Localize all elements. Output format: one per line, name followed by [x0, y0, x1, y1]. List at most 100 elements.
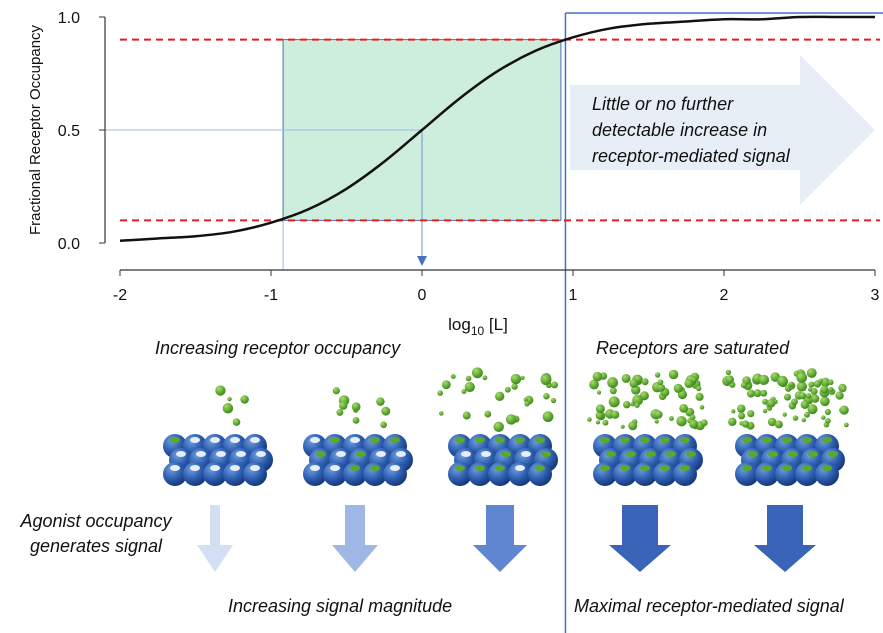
ligand — [596, 420, 600, 424]
ligand — [701, 419, 708, 426]
ligand — [551, 381, 558, 388]
receptor-site — [646, 451, 656, 457]
receptor-site — [666, 451, 676, 457]
x-label-sub: 10 — [471, 324, 485, 338]
receptor-site — [310, 465, 320, 471]
ligand — [451, 374, 456, 379]
receptor-site — [742, 465, 752, 471]
receptor-site — [475, 437, 485, 443]
ligand — [763, 409, 768, 414]
receptor-site — [535, 437, 545, 443]
ligand — [791, 398, 798, 405]
ligand — [233, 418, 241, 426]
caption: Increasing signal magnitude — [228, 596, 452, 616]
x-tick-label: 0 — [418, 287, 427, 304]
receptor-site — [822, 465, 832, 471]
signal-arrow — [332, 505, 378, 572]
ligand — [541, 374, 552, 385]
ligand — [657, 384, 665, 392]
signal-arrow — [754, 505, 816, 572]
ligand — [437, 390, 443, 396]
receptor-site — [170, 437, 180, 443]
ligand — [463, 412, 471, 420]
receptor-site — [495, 465, 505, 471]
receptor-site — [250, 465, 260, 471]
ligand — [806, 393, 812, 399]
ligand — [484, 411, 491, 418]
ligand — [784, 394, 791, 401]
ligand — [376, 397, 384, 405]
receptor-site — [768, 451, 778, 457]
ligand — [737, 404, 745, 412]
receptor-site — [461, 451, 471, 457]
ligand — [676, 416, 686, 426]
ligand — [505, 387, 511, 393]
ligand — [820, 397, 830, 407]
receptor-site — [600, 465, 610, 471]
ligand — [674, 384, 683, 393]
ligand — [783, 412, 787, 416]
ligand — [628, 421, 637, 430]
receptor-cluster — [587, 370, 708, 486]
receptor-site — [196, 451, 206, 457]
x-axis-label: log10 [L] — [448, 315, 508, 338]
ligand — [596, 404, 605, 413]
ligand — [840, 405, 849, 414]
receptor-site — [390, 437, 400, 443]
ligand — [543, 411, 554, 422]
ligand — [227, 397, 231, 401]
receptor-site — [660, 437, 670, 443]
ligand — [622, 374, 631, 383]
caption: Increasing receptor occupancy — [155, 338, 401, 358]
receptor-site — [170, 465, 180, 471]
ligand — [689, 420, 698, 429]
ligand — [611, 411, 619, 419]
ligand — [731, 409, 735, 413]
receptor-site — [230, 465, 240, 471]
ligand — [804, 412, 810, 418]
x-tick-label: -2 — [113, 287, 127, 304]
receptor-site — [230, 437, 240, 443]
receptor-site — [782, 465, 792, 471]
ligand — [623, 401, 630, 408]
ligand — [821, 415, 825, 419]
x-tick-label: 3 — [871, 287, 880, 304]
ligand — [808, 387, 812, 391]
receptor-site — [390, 465, 400, 471]
caption: Receptors are saturated — [596, 338, 790, 358]
receptor-site — [236, 451, 246, 457]
ligand — [728, 418, 736, 426]
x-label-part: [L] — [484, 315, 508, 334]
ligand — [655, 372, 660, 377]
ligand — [587, 417, 592, 422]
receptor-site — [376, 451, 386, 457]
receptor-site — [762, 465, 772, 471]
ligand — [466, 376, 472, 382]
ligand — [747, 410, 754, 417]
ligand — [621, 425, 625, 429]
receptor-site — [640, 437, 650, 443]
ligand — [669, 370, 679, 380]
ligand — [543, 393, 549, 399]
ligand — [690, 415, 695, 420]
receptor-site — [216, 451, 226, 457]
caption: Agonist occupancy — [19, 511, 172, 531]
ligand — [511, 383, 517, 389]
ligand — [494, 422, 504, 432]
caption: generates signal — [30, 536, 163, 556]
receptor-site — [501, 451, 511, 457]
ligand — [610, 387, 617, 394]
receptor-site — [396, 451, 406, 457]
figure: Little or no further detectable increase… — [0, 0, 883, 633]
ligand — [609, 396, 620, 407]
receptor-site — [828, 451, 838, 457]
receptor-site — [748, 451, 758, 457]
receptor-site — [680, 465, 690, 471]
receptor-site — [336, 451, 346, 457]
ligand — [240, 395, 249, 404]
receptor-site — [190, 437, 200, 443]
ligand — [658, 379, 664, 385]
receptor-cluster — [722, 368, 849, 486]
ligand — [696, 393, 704, 401]
ligand — [825, 418, 831, 424]
